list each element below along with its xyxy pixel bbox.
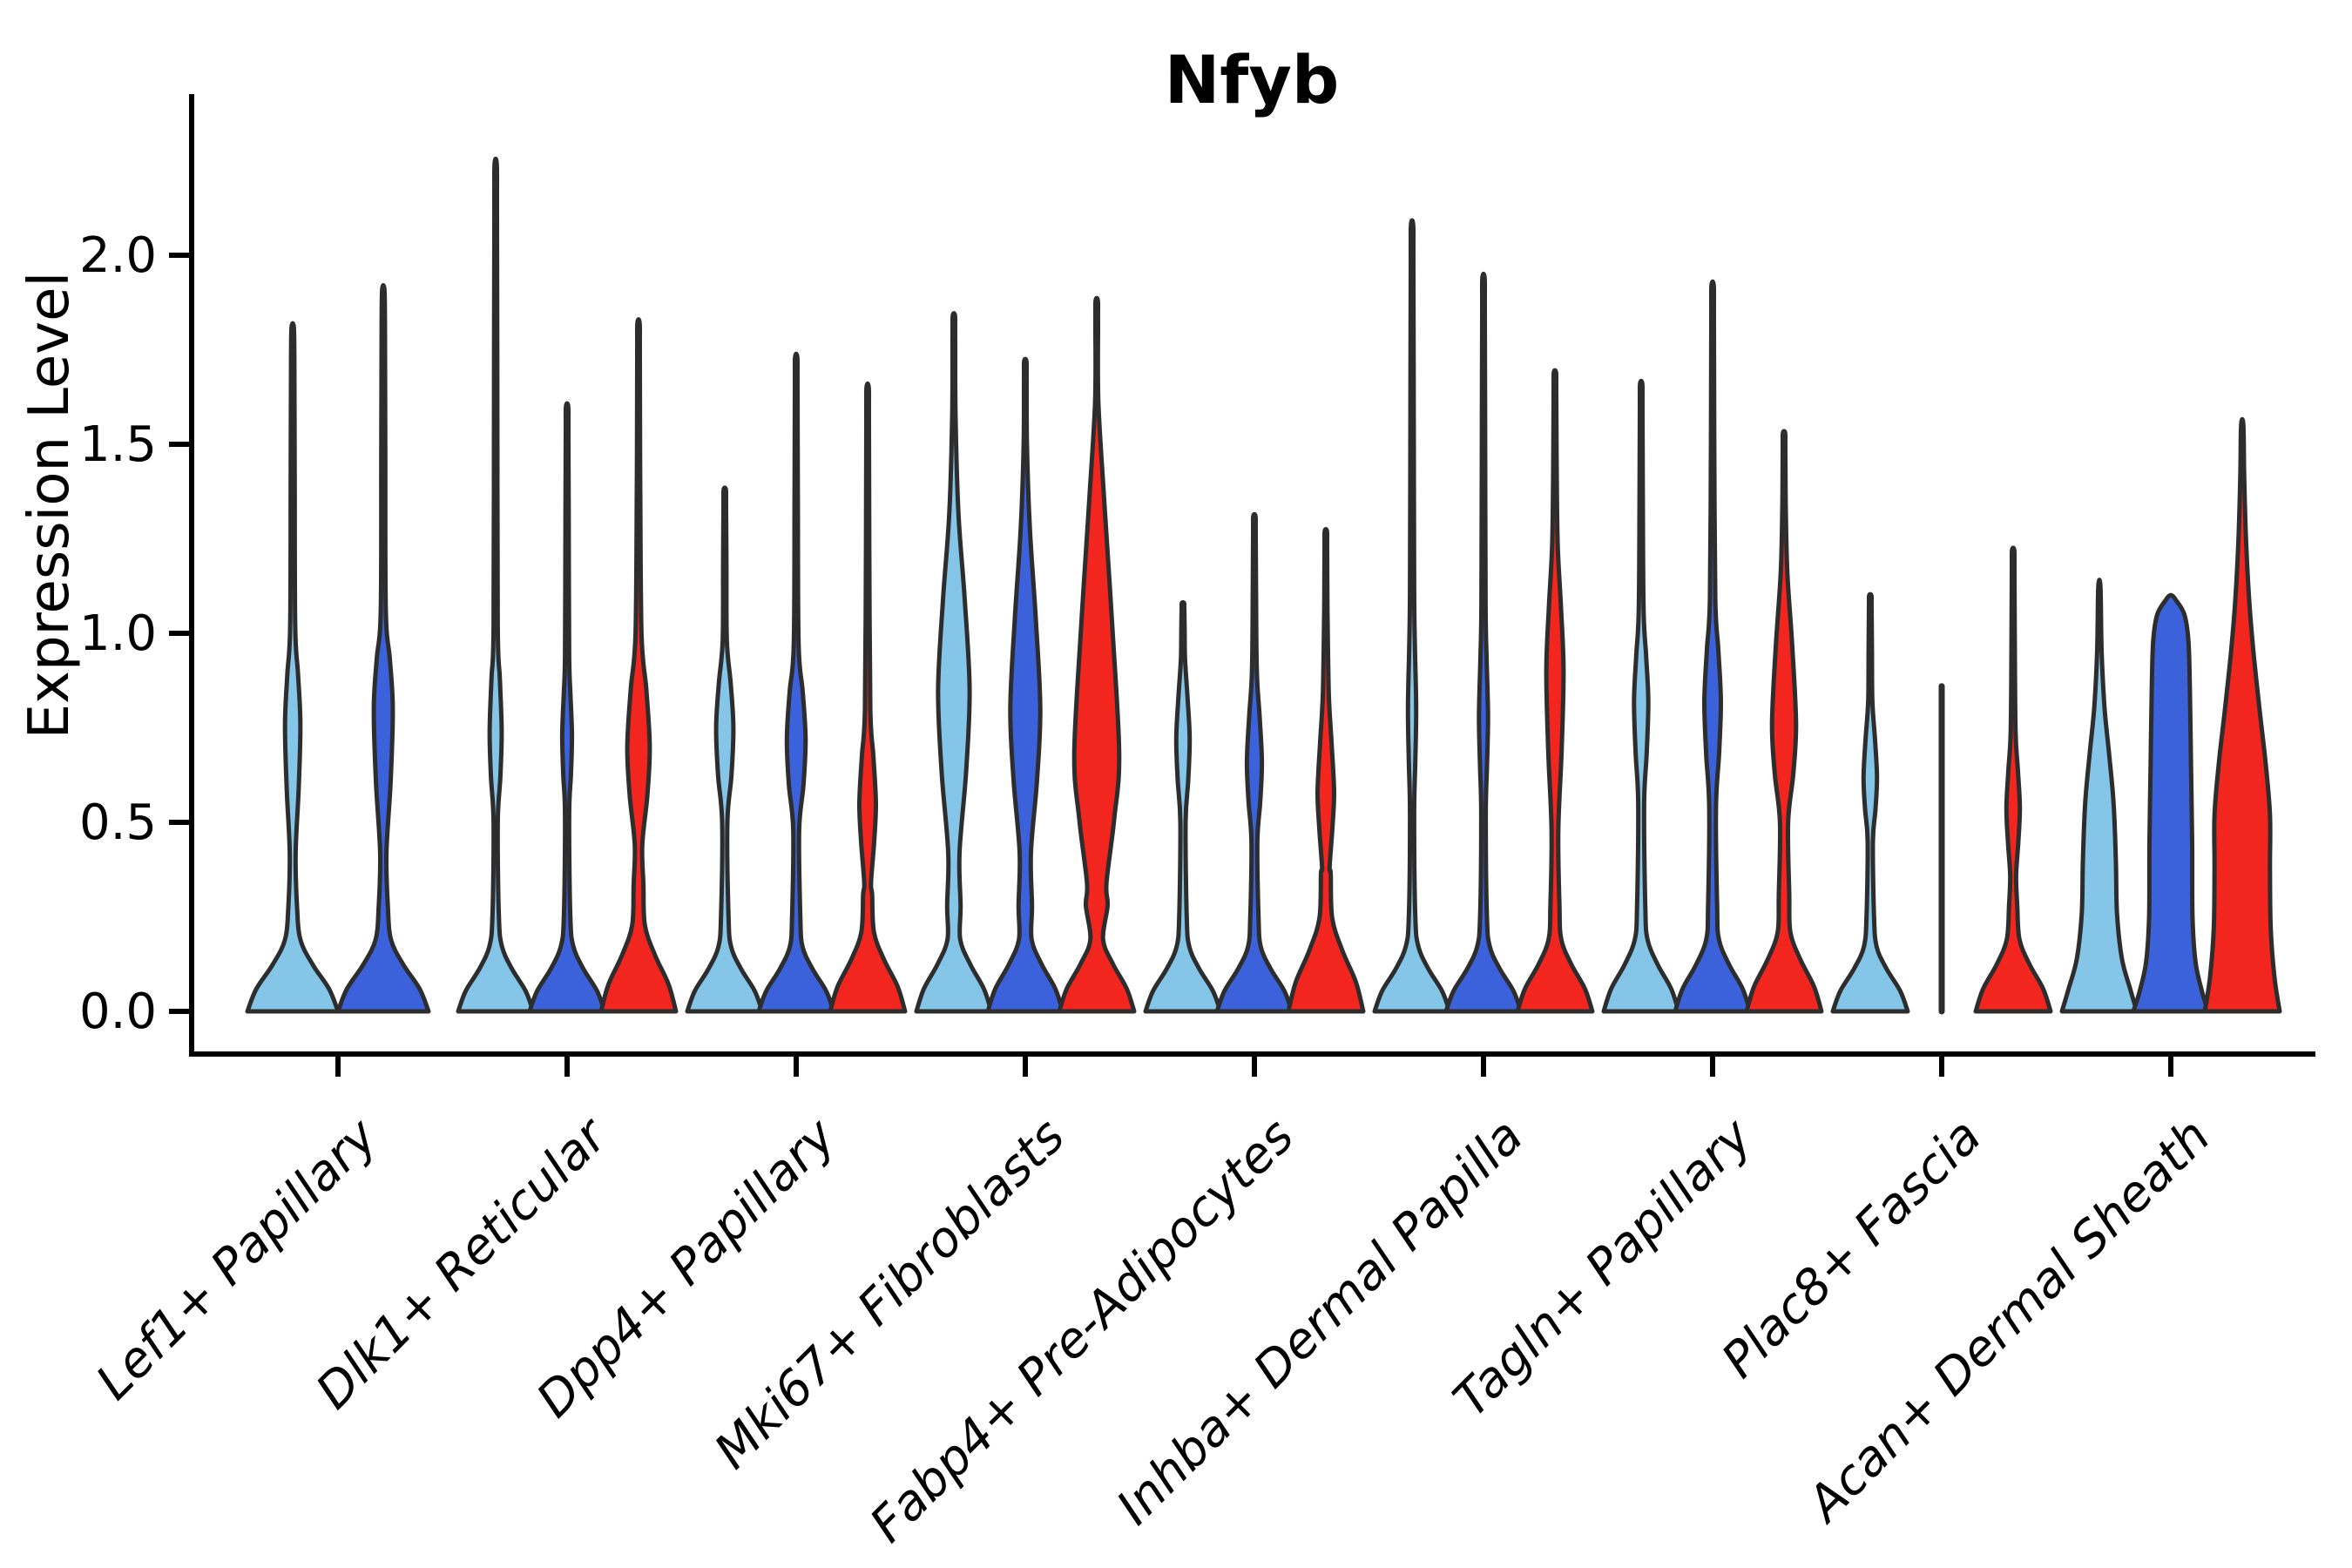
violin [685,485,765,1014]
y-tick-label: 2.0 [79,227,157,284]
violin [335,282,431,1014]
violin [527,401,607,1014]
violin [828,381,908,1014]
y-tick-label: 0.0 [79,983,157,1040]
y-tick-label: 0.5 [79,794,157,851]
violin [1744,429,1824,1014]
violin [1673,279,1753,1014]
x-tick-label: Fabp4+ Pre-Adipocytes [860,1108,1305,1553]
violin [2131,592,2211,1014]
violin [456,156,536,1014]
y-tick-label: 1.0 [79,605,157,662]
violin [1286,526,1366,1014]
violin [1214,511,1294,1014]
violin [598,317,679,1014]
violin [1973,545,2053,1014]
violin [914,311,994,1014]
violin [1601,378,1681,1014]
violins-layer [245,156,2282,1015]
violin [1372,218,1452,1014]
violin [1830,591,1910,1014]
chart-title: Nfyb [1165,41,1340,118]
x-tick-label: Acan+ Dermal Sheath [1795,1108,2221,1534]
x-tick-label: Inhba+ Dermal Papilla [1106,1108,1534,1536]
violin [245,321,341,1014]
y-tick-label: 1.5 [79,416,157,473]
violin [2059,578,2139,1014]
violin [1515,368,1595,1014]
violin [985,356,1065,1014]
violin [2202,416,2282,1014]
violin [1143,599,1223,1014]
y-ticks-layer: 0.0 0.5 1.0 1.5 2.0 [79,227,192,1040]
violin [1443,271,1524,1014]
y-axis-label: Expression Level [17,272,82,740]
violin [756,351,836,1014]
violin [1057,295,1137,1014]
